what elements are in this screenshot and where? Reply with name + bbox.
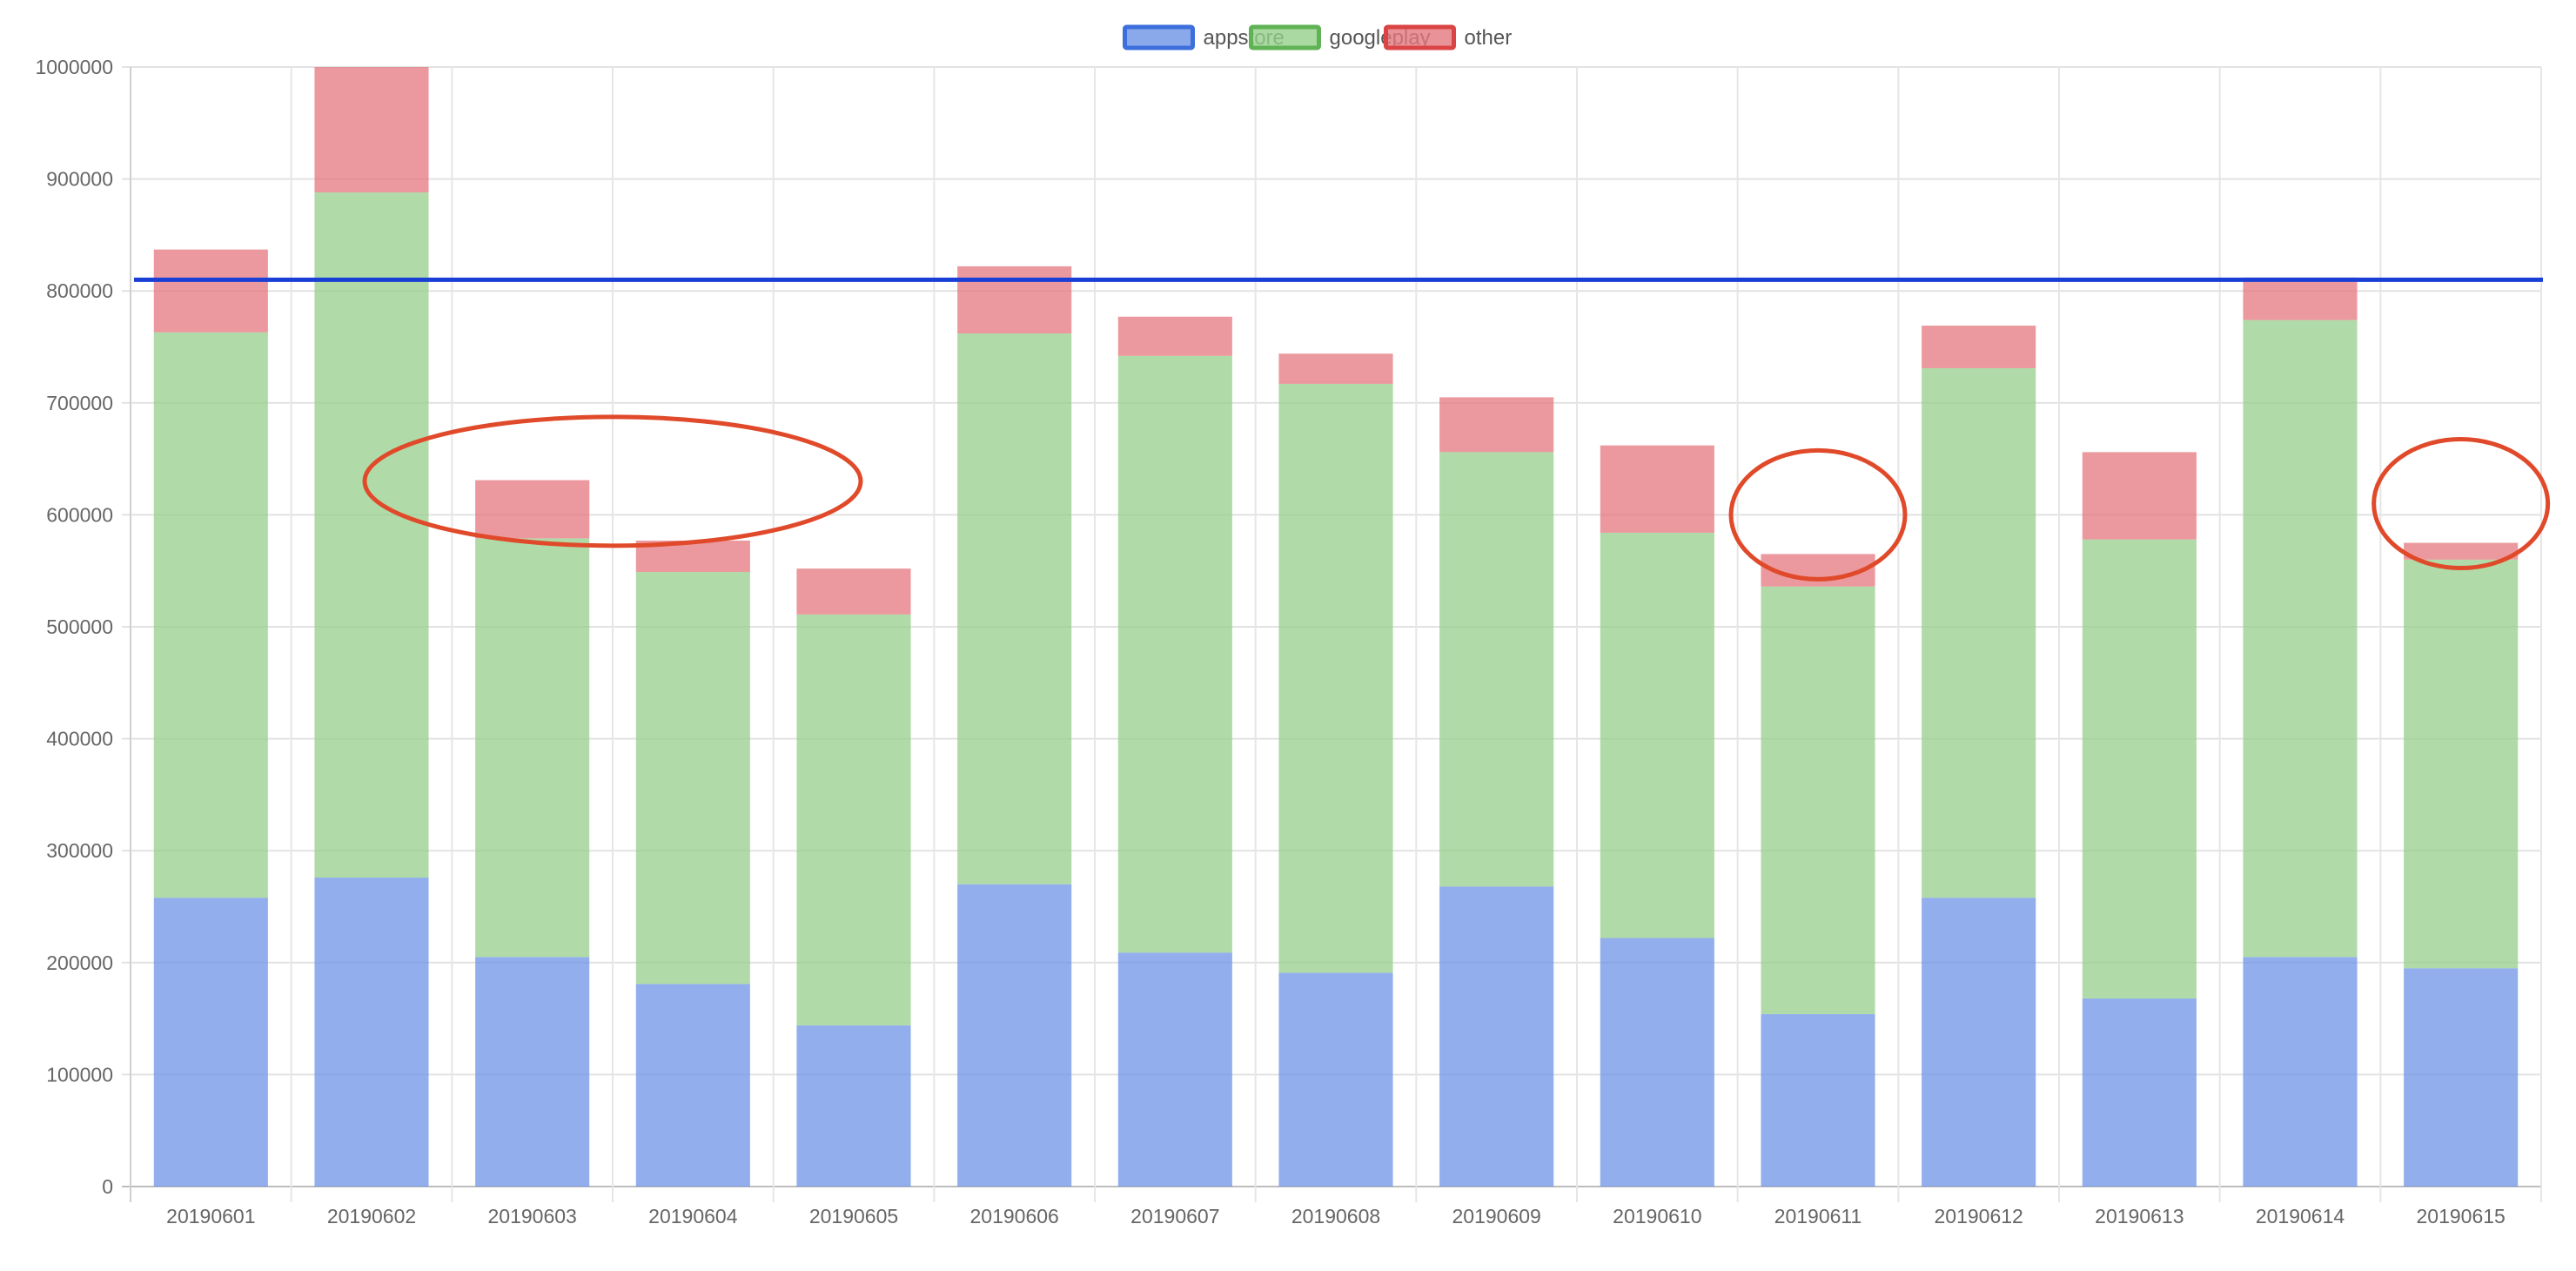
bar-appstore-20190604 (635, 984, 750, 1187)
x-tick-label: 20190610 (1613, 1205, 1701, 1227)
bar-googleplay-20190601 (153, 332, 268, 898)
bar-googleplay-20190608 (1278, 383, 1393, 973)
highlight-circle (1728, 447, 1908, 582)
bar-appstore-20190605 (796, 1025, 911, 1187)
bar-appstore-20190608 (1278, 972, 1393, 1187)
y-tick-label: 900000 (46, 168, 113, 191)
bar-googleplay-20190611 (1761, 586, 1875, 1014)
y-tick-label: 100000 (46, 1063, 113, 1086)
legend: appstore googleplay other (1123, 24, 1513, 50)
bar-other-20190608 (1278, 353, 1393, 384)
y-tick-label: 1000000 (35, 56, 113, 78)
bar-other-20190609 (1439, 397, 1554, 453)
bar-googleplay-20190604 (635, 571, 750, 985)
bar-googleplay-20190607 (1117, 355, 1232, 953)
bar-googleplay-20190613 (2082, 539, 2197, 999)
y-tick-label: 200000 (46, 952, 113, 974)
x-tick-label: 20190612 (1934, 1205, 2023, 1227)
bar-other-20190613 (2082, 452, 2197, 540)
bar-googleplay-20190603 (475, 538, 590, 958)
bar-other-20190610 (1600, 445, 1714, 533)
bar-other-20190605 (796, 568, 911, 615)
legend-swatch-appstore (1123, 24, 1195, 50)
x-tick-label: 20190615 (2416, 1205, 2505, 1227)
y-tick-label: 400000 (46, 728, 113, 750)
highlight-circle (362, 414, 863, 548)
x-tick-label: 20190603 (487, 1205, 576, 1227)
annotation-layer (362, 414, 2551, 582)
x-tick-label: 20190607 (1130, 1205, 1219, 1227)
bar-other-20190607 (1117, 316, 1232, 356)
x-tick-label: 20190613 (2095, 1205, 2184, 1227)
bar-appstore-20190614 (2243, 957, 2358, 1187)
bar-other-20190615 (2404, 542, 2519, 560)
bar-googleplay-20190606 (957, 333, 1072, 884)
bar-other-20190603 (475, 480, 590, 539)
bar-googleplay-20190614 (2243, 319, 2358, 958)
bar-appstore-20190602 (314, 878, 429, 1187)
bars-layer (153, 67, 2519, 1187)
highlight-circle (2371, 437, 2551, 571)
x-tick-label: 20190611 (1774, 1205, 1862, 1227)
bar-appstore-20190601 (153, 898, 268, 1187)
bar-googleplay-20190612 (1922, 367, 2036, 898)
bar-googleplay-20190615 (2404, 559, 2519, 969)
bar-appstore-20190615 (2404, 968, 2519, 1187)
y-tick-label: 500000 (46, 615, 113, 638)
bar-appstore-20190610 (1600, 938, 1714, 1187)
y-tick-label: 0 (102, 1175, 113, 1198)
axis-layer: 0 100000 200000 300000 400000 500000 600000 700… (35, 56, 2505, 1227)
x-tick-label: 20190604 (648, 1205, 738, 1227)
bar-appstore-20190607 (1117, 952, 1232, 1187)
bar-other-20190602 (314, 67, 429, 193)
bar-appstore-20190611 (1761, 1013, 1875, 1187)
legend-label-other: other (1465, 26, 1513, 50)
legend-swatch-other (1384, 24, 1456, 50)
y-tick-label: 700000 (46, 392, 113, 414)
legend-item-other: other (1384, 24, 1513, 50)
bar-appstore-20190603 (475, 957, 590, 1187)
x-tick-label: 20190609 (1452, 1205, 1540, 1227)
y-tick-label: 300000 (46, 839, 113, 862)
x-tick-label: 20190608 (1291, 1205, 1380, 1227)
x-tick-label: 20190605 (809, 1205, 898, 1227)
x-tick-label: 20190602 (327, 1205, 416, 1227)
x-tick-label: 20190606 (969, 1205, 1058, 1227)
bar-appstore-20190613 (2082, 998, 2197, 1187)
x-tick-label: 20190614 (2256, 1205, 2345, 1227)
x-tick-label: 20190601 (166, 1205, 255, 1227)
bar-googleplay-20190602 (314, 192, 429, 878)
y-tick-label: 600000 (46, 503, 113, 526)
bar-appstore-20190606 (957, 884, 1072, 1187)
bar-other-20190614 (2243, 277, 2358, 320)
bar-appstore-20190609 (1439, 886, 1554, 1187)
bar-other-20190612 (1922, 326, 2036, 368)
bar-other-20190601 (153, 249, 268, 333)
bar-other-20190606 (957, 266, 1072, 334)
y-tick-label: 800000 (46, 279, 113, 302)
bar-googleplay-20190609 (1439, 452, 1554, 887)
legend-swatch-googleplay (1249, 24, 1321, 50)
bar-googleplay-20190605 (796, 614, 911, 1026)
bar-appstore-20190612 (1922, 898, 2036, 1187)
bar-googleplay-20190610 (1600, 532, 1714, 938)
